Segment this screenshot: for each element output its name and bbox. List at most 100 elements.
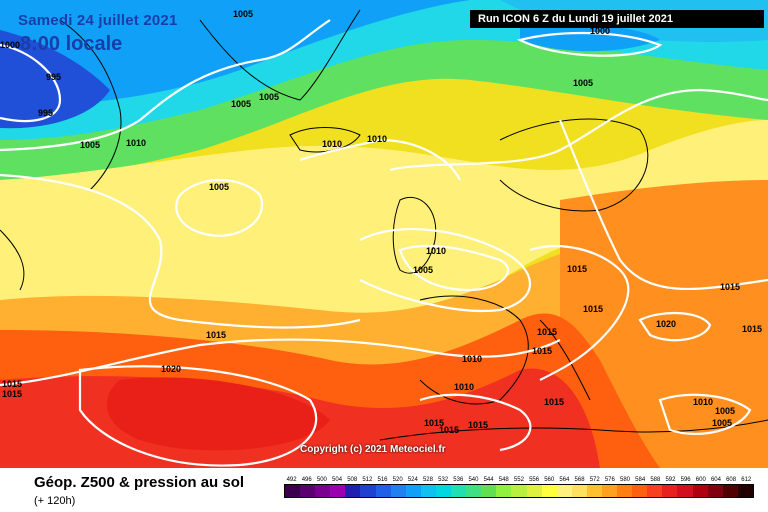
label-1010-turkey: 1010: [693, 397, 713, 407]
label-1015-italy-b: 1015: [532, 346, 552, 356]
label-1015-maghreb-b: 1015: [468, 420, 488, 430]
scale-bar: [284, 484, 754, 498]
scale-swatch: [647, 485, 663, 497]
scale-label: 540: [468, 477, 479, 483]
scale-label: 544: [483, 477, 494, 483]
scale-labels: 492 496 500 504 508 512 516 520 524 528 532 536 540 5…: [284, 477, 754, 483]
label-1020-east: 1020: [656, 319, 676, 329]
scale-label: 612: [741, 477, 752, 483]
scale-label: 492: [286, 477, 297, 483]
legend-title: Géop. Z500 & pression au sol: [34, 474, 245, 491]
label-1000: 1000: [590, 26, 610, 36]
scale-label: 596: [680, 477, 691, 483]
isobar-1020-east: [638, 311, 712, 342]
scale-swatch: [466, 485, 482, 497]
scale-label: 592: [665, 477, 676, 483]
label-1010-greenland: 1010: [126, 138, 146, 148]
scale-swatch: [390, 485, 406, 497]
scale-label: 500: [316, 477, 327, 483]
field-deepred: [106, 377, 330, 451]
label-1015-italy: 1015: [537, 327, 557, 337]
scale-label: 548: [498, 477, 509, 483]
italy-coast: [539, 319, 591, 401]
isobar-1015-east: [558, 119, 768, 291]
copyright-notice: Copyright (c) 2021 Meteociel.fr: [300, 444, 446, 455]
scale-swatch: [496, 485, 512, 497]
label-1005-top: 1005: [233, 9, 253, 19]
isobar-1010-turkey: [658, 393, 752, 435]
label-995-a: 995: [46, 72, 61, 82]
scale-swatch: [511, 485, 527, 497]
label-1005-greenland: 1005: [80, 140, 100, 150]
isobar-1010-west: [0, 173, 361, 329]
scale-swatch: [707, 485, 723, 497]
label-1015-far-east: 1015: [742, 324, 762, 334]
label-1015-germany: 1015: [567, 264, 587, 274]
label-1005-mid: 1005: [209, 182, 229, 192]
legend-subtitle: (+ 120h): [34, 495, 76, 507]
isobar-1005-north: [0, 19, 331, 152]
scale-swatch: [526, 485, 542, 497]
britain-coast: [392, 196, 437, 274]
scale-swatch: [556, 485, 572, 497]
canada-coast: [0, 229, 25, 291]
scale-label: 536: [453, 477, 464, 483]
field-north-blue: [520, 23, 660, 52]
scale-label: 608: [726, 477, 737, 483]
label-1015-atlantic: 1015: [206, 330, 226, 340]
forecast-date: Samedi 24 juillet 2021: [18, 12, 178, 29]
label-1010-iceland: 1010: [322, 139, 342, 149]
label-1010-iberia: 1010: [462, 354, 482, 364]
isobars: [0, 19, 768, 467]
model-run-info: Run ICON 6 Z du Lundi 19 juillet 2021: [470, 10, 764, 28]
isobar-labels: 1005 995 995 1005 1010 1005 1005 1010 10…: [0, 9, 762, 435]
field-lightblue: [0, 0, 470, 110]
isobar-1005-channel: [398, 244, 509, 292]
weather-map: 1005 995 995 1005 1010 1005 1005 1010 10…: [0, 0, 768, 468]
label-1015-maghreb-c: 1015: [439, 425, 459, 435]
scale-swatch: [360, 485, 376, 497]
isobar-1020-azores: [78, 365, 318, 467]
scale-swatch: [315, 485, 331, 497]
map-svg: 1005 995 995 1005 1010 1005 1005 1010 10…: [0, 0, 768, 468]
isobar-1010-iceland: [299, 138, 461, 181]
africa-coast: [379, 419, 768, 441]
label-995-b: 995: [38, 108, 53, 118]
scale-label: 580: [620, 477, 631, 483]
label-1005-east: 1005: [573, 78, 593, 88]
scale-label: 588: [650, 477, 661, 483]
label-1010-iceland-b: 1010: [367, 134, 387, 144]
scale-label: 604: [710, 477, 721, 483]
scale-swatch: [571, 485, 587, 497]
scale-swatch: [300, 485, 316, 497]
scale-label: 576: [604, 477, 615, 483]
coastlines: [0, 9, 768, 441]
scale-swatch: [375, 485, 391, 497]
legend-panel: Géop. Z500 & pression au sol (+ 120h) 49…: [0, 468, 768, 512]
scale-label: 520: [392, 477, 403, 483]
scale-label: 564: [559, 477, 570, 483]
scale-label: 528: [422, 477, 433, 483]
isobar-995: [0, 43, 62, 123]
label-1005-b: 1005: [259, 92, 279, 102]
greenland-coast-east: [199, 9, 361, 101]
scale-label: 496: [301, 477, 312, 483]
scale-swatch: [586, 485, 602, 497]
scale-swatch: [451, 485, 467, 497]
scale-swatch: [330, 485, 346, 497]
label-1005-a: 1005: [231, 99, 251, 109]
isobar-1005-north-east: [389, 88, 768, 172]
scale-swatch: [541, 485, 557, 497]
scale-swatch: [722, 485, 738, 497]
scale-label: 560: [544, 477, 555, 483]
scale-swatch: [662, 485, 678, 497]
label-1015-alps: 1015: [583, 304, 603, 314]
forecast-time: 8:00 locale: [20, 33, 123, 55]
label-1015-west-b: 1015: [2, 379, 22, 389]
color-scale: 492 496 500 504 508 512 516 520 524 528 532 536 540 5…: [284, 477, 754, 507]
isobar-1000: [516, 31, 663, 57]
label-1010-uk: 1010: [426, 246, 446, 256]
scale-label: 512: [362, 477, 373, 483]
label-1010-spain: 1010: [454, 382, 474, 392]
scale-label: 600: [695, 477, 706, 483]
